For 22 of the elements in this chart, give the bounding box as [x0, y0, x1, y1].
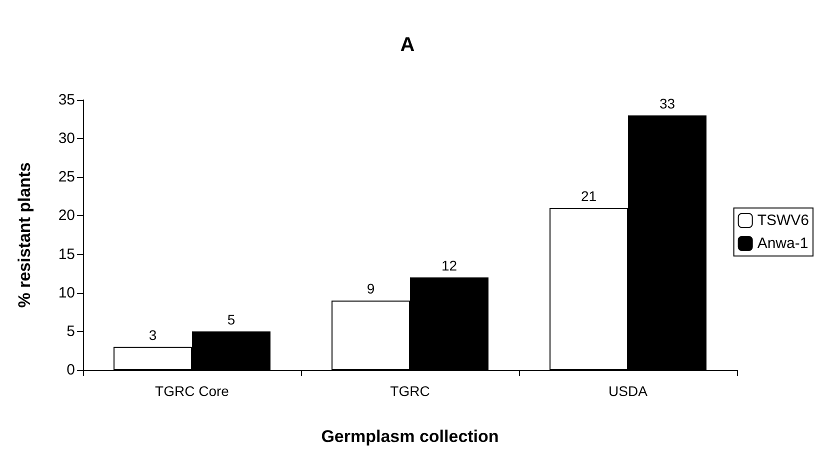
- data-label: 3: [148, 326, 157, 343]
- data-label: 12: [441, 257, 458, 274]
- y-tick-label: 25: [58, 168, 75, 186]
- y-tick-label: 5: [66, 322, 75, 340]
- y-axis-title: % resistant plants: [15, 162, 34, 308]
- legend-label: TSWV6: [757, 212, 810, 229]
- y-tick-label: 10: [58, 284, 75, 302]
- data-label: 21: [580, 188, 597, 204]
- y-tick-label: 15: [58, 246, 75, 263]
- data-label: 5: [227, 311, 236, 328]
- x-tick-label: TGRC: [390, 383, 430, 399]
- y-tick-label: 0: [66, 362, 75, 378]
- x-tick-label: TGRC Core: [155, 383, 230, 399]
- data-label: 33: [659, 95, 676, 112]
- y-tick-label: 20: [58, 207, 75, 224]
- x-tick-label: USDA: [608, 383, 648, 399]
- y-tick-label: 30: [58, 130, 75, 148]
- y-tick-label: 35: [58, 92, 75, 108]
- data-label: 9: [366, 280, 375, 297]
- chart-title: A: [400, 34, 415, 56]
- x-axis-title: Germplasm collection: [321, 427, 499, 446]
- legend-label: Anwa-1: [757, 235, 808, 252]
